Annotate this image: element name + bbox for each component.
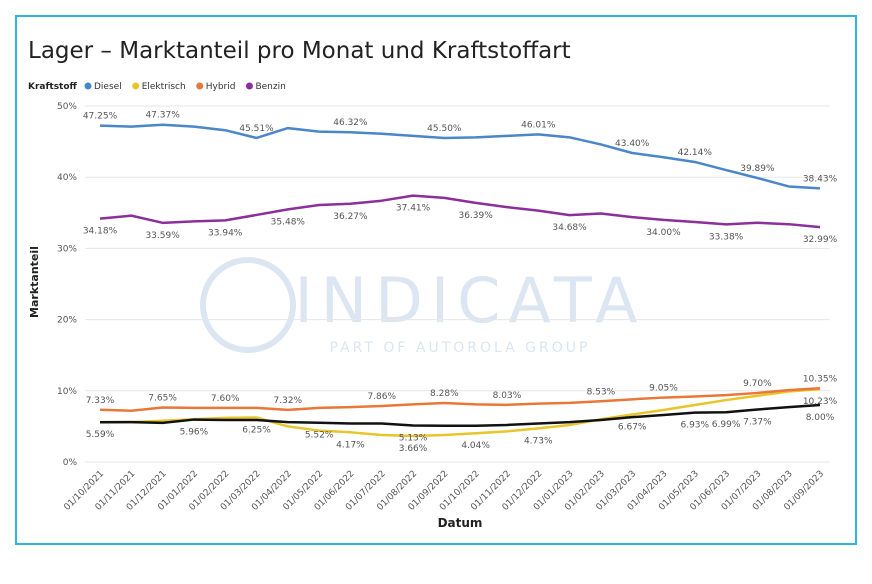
y-tick-label: 10%: [57, 387, 77, 397]
data-label: 4.73%: [524, 436, 553, 446]
data-label: 33.38%: [709, 232, 744, 242]
data-label: 32.99%: [803, 235, 838, 245]
data-label: 9.05%: [649, 384, 678, 394]
data-label: 5.96%: [180, 428, 209, 438]
data-label: 36.27%: [333, 212, 368, 222]
data-label: 6.99%: [712, 420, 741, 430]
data-label: 47.25%: [83, 112, 118, 122]
series-line: [99, 123, 821, 190]
data-label: 34.18%: [83, 227, 118, 237]
card: [15, 15, 857, 545]
data-label: 8.00%: [806, 413, 835, 423]
series-line: [100, 387, 821, 438]
data-label: 9.70%: [743, 379, 772, 389]
data-label: 43.40%: [615, 139, 650, 149]
data-label: 45.51%: [239, 124, 274, 134]
data-label: 10.23%: [803, 397, 838, 407]
legend-title: Kraftstoff: [28, 82, 78, 92]
legend-label: Benzin: [255, 82, 285, 92]
watermark: INDICATA: [294, 264, 645, 337]
data-label: 7.33%: [86, 396, 115, 406]
data-label: 33.94%: [208, 228, 243, 238]
data-label: 36.39%: [458, 211, 493, 221]
watermark-logo: [200, 257, 296, 353]
series-line: [99, 403, 821, 427]
y-tick-label: 30%: [57, 244, 77, 254]
data-label: 8.53%: [587, 387, 616, 397]
data-label: 10.35%: [803, 374, 838, 384]
data-label: 42.14%: [678, 148, 713, 158]
data-label: 8.03%: [493, 391, 522, 401]
y-tick-label: 40%: [57, 173, 77, 183]
data-label: 4.17%: [336, 440, 365, 450]
data-label: 7.60%: [211, 394, 240, 404]
legend-label: Elektrisch: [142, 82, 186, 92]
data-label: 33.59%: [145, 231, 180, 241]
data-label: 38.43%: [803, 174, 838, 184]
y-tick-label: 50%: [57, 102, 77, 112]
data-label: 8.28%: [430, 389, 459, 399]
data-label: 5.59%: [86, 430, 115, 440]
data-label: 7.86%: [367, 392, 396, 402]
data-label: 5.52%: [305, 431, 334, 441]
data-label: 46.01%: [521, 120, 556, 130]
legend-label: Diesel: [94, 82, 122, 92]
x-axis-label: Datum: [438, 516, 483, 530]
data-label: 47.37%: [145, 111, 180, 121]
data-label: 37.41%: [396, 204, 431, 214]
series-line: [99, 194, 821, 229]
data-label: 6.93%: [680, 421, 709, 431]
data-label: 7.32%: [274, 396, 303, 406]
legend-marker: [132, 82, 140, 90]
data-label: 46.32%: [333, 118, 368, 128]
data-label: 3.66%: [399, 444, 428, 454]
data-label: 34.68%: [552, 223, 587, 233]
y-tick-label: 20%: [57, 316, 77, 326]
legend-marker: [245, 82, 253, 90]
legend-label: Hybrid: [206, 82, 236, 92]
data-label: 39.89%: [740, 164, 775, 174]
data-label: 34.00%: [646, 228, 681, 238]
data-label: 5.13%: [399, 433, 428, 443]
data-label: 7.37%: [743, 418, 772, 428]
y-axis-label: Marktanteil: [28, 246, 41, 318]
data-label: 6.25%: [242, 426, 271, 436]
watermark-subtitle: PART OF AUTOROLA GROUP: [330, 340, 591, 356]
chart-title: Lager – Marktanteil pro Monat und Krafts…: [28, 38, 571, 64]
series-line: [99, 387, 821, 412]
data-label: 45.50%: [427, 124, 462, 134]
legend-marker: [84, 82, 92, 90]
data-label: 4.04%: [461, 441, 490, 451]
y-tick-label: 0%: [63, 458, 78, 468]
data-label: 6.67%: [618, 423, 647, 433]
data-label: 7.65%: [148, 394, 177, 404]
data-label: 35.48%: [271, 217, 306, 227]
legend-marker: [196, 82, 204, 90]
